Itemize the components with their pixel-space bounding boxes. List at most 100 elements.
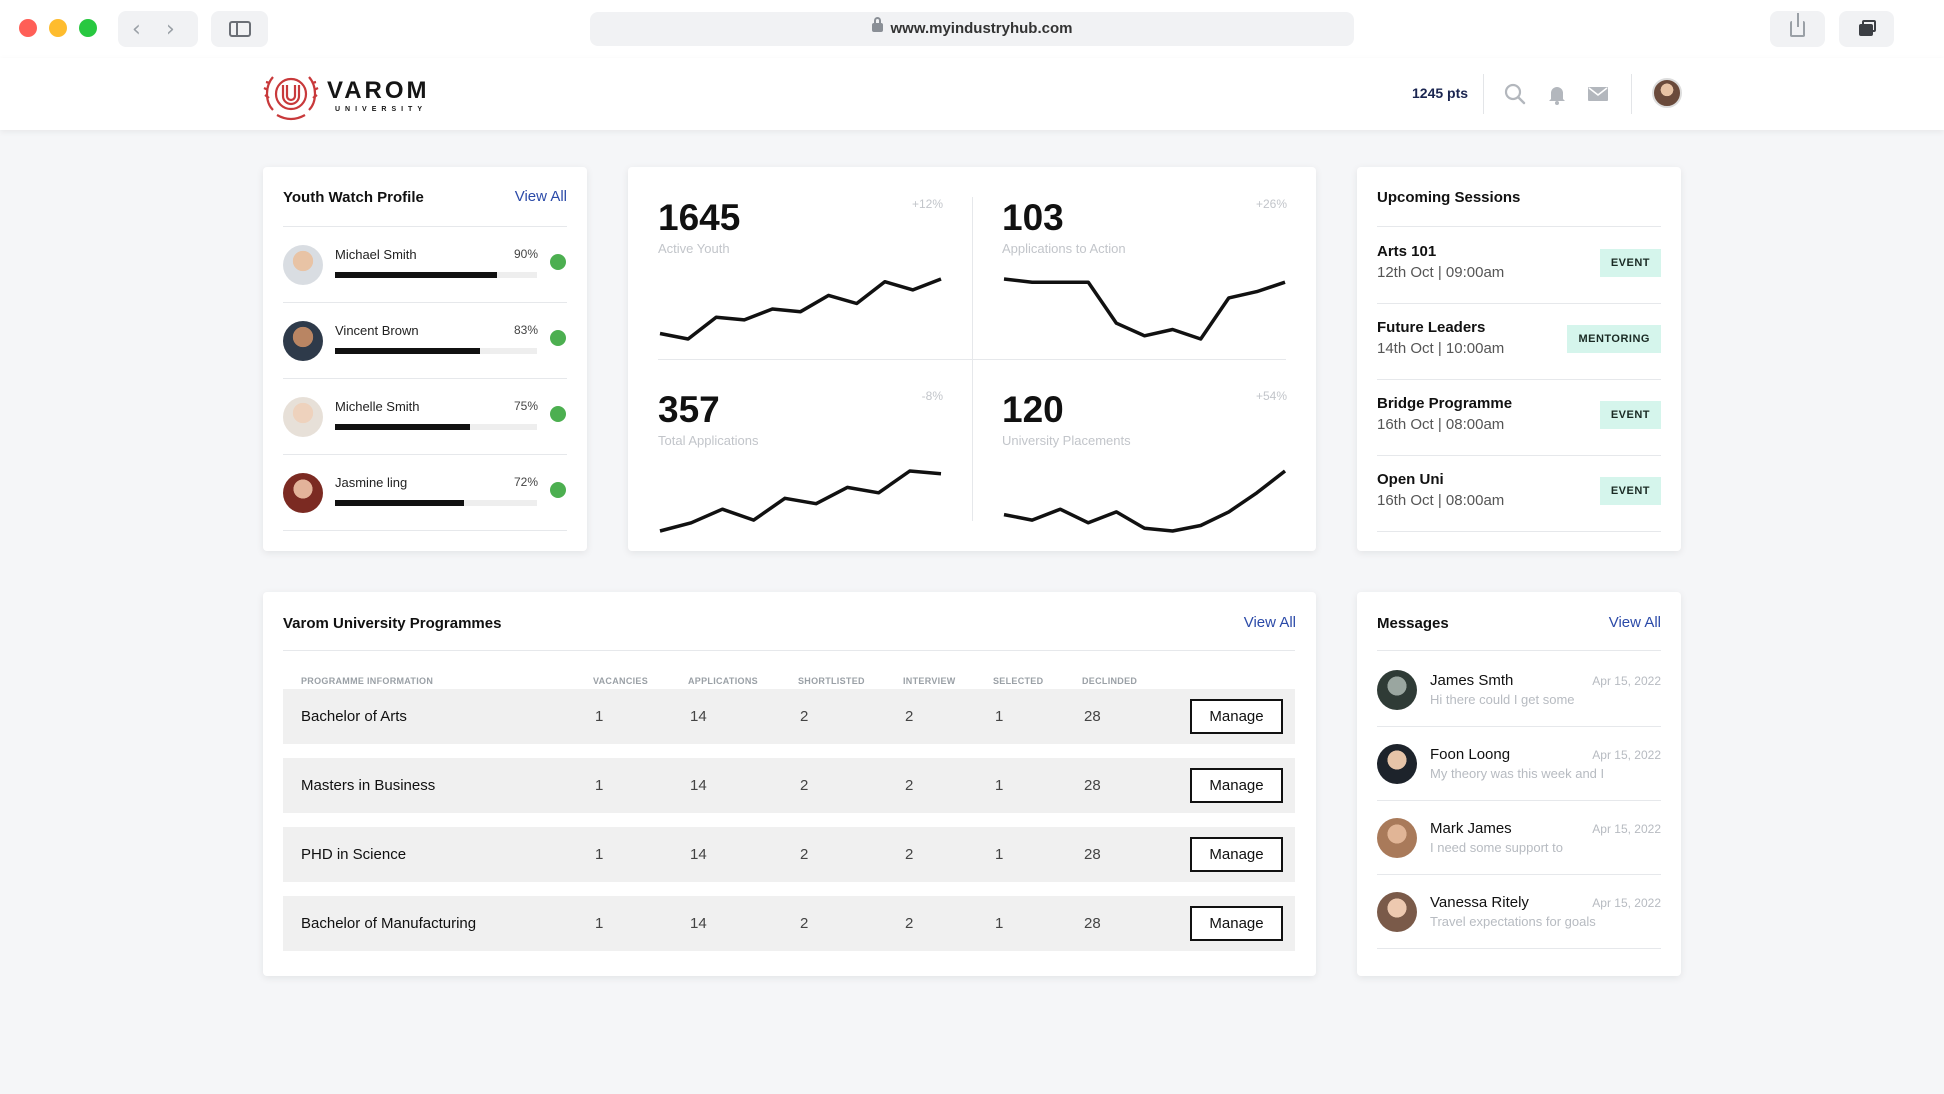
session-item[interactable]: Bridge Programme 16th Oct | 08:00am EVENT — [1377, 379, 1661, 456]
brand-subtitle: UNIVERSITY — [335, 106, 428, 113]
progress-track — [335, 500, 537, 506]
university-crest-icon — [263, 76, 319, 121]
programme-cell: 28 — [1084, 708, 1101, 725]
status-indicator — [550, 330, 566, 346]
session-item[interactable]: Future Leaders 14th Oct | 10:00am MENTORIN… — [1377, 303, 1661, 380]
trend-line — [659, 277, 942, 341]
programme-name: Bachelor of Arts — [301, 708, 407, 725]
search-icon[interactable] — [1503, 82, 1527, 106]
message-date: Apr 15, 2022 — [1592, 748, 1661, 762]
youth-watch-view-all-link[interactable]: View All — [514, 188, 567, 205]
brand-name: VAROM — [327, 77, 430, 104]
stat-tile: 103 Applications to Action +26% — [1002, 197, 1287, 387]
manage-button[interactable]: Manage — [1190, 837, 1283, 872]
tabs-overview-button[interactable] — [1839, 11, 1894, 47]
programme-cell: 2 — [905, 708, 914, 725]
youth-profile-row[interactable]: Jasmine ling 72% — [283, 455, 567, 531]
avatar — [283, 473, 323, 513]
programme-cell: 2 — [905, 777, 914, 794]
divider — [283, 454, 567, 455]
stat-value: 103 — [1002, 197, 1064, 238]
youth-profile-row[interactable]: Vincent Brown 83% — [283, 303, 567, 379]
programme-cell: 2 — [905, 915, 914, 932]
youth-profile-row[interactable]: Michelle Smith 75% — [283, 379, 567, 455]
youth-percent: 90% — [513, 247, 538, 261]
status-indicator — [550, 254, 566, 270]
message-item[interactable]: Vanessa Ritely Travel expectations for go… — [1377, 874, 1661, 949]
youth-percent: 83% — [513, 323, 538, 337]
browser-toolbar: ‹ › www.myindustryhub.com — [0, 0, 1944, 58]
session-item[interactable]: Arts 101 12th Oct | 09:00am EVENT — [1377, 227, 1661, 304]
session-title: Open Uni — [1377, 471, 1444, 488]
sidebar-toggle-button[interactable] — [211, 11, 268, 47]
share-button[interactable] — [1770, 11, 1825, 47]
youth-profile-row[interactable]: Michael Smith 90% — [283, 227, 567, 303]
bell-icon[interactable] — [1545, 82, 1569, 106]
programme-cell: 14 — [690, 915, 707, 932]
manage-button[interactable]: Manage — [1190, 699, 1283, 734]
manage-button[interactable]: Manage — [1190, 906, 1283, 941]
stat-value: 120 — [1002, 389, 1064, 430]
message-item[interactable]: Mark James I need some support to Apr 15, … — [1377, 800, 1661, 875]
programme-cell: 1 — [995, 777, 1004, 794]
progress-fill — [335, 500, 465, 506]
divider — [1377, 948, 1661, 949]
trend-line — [1003, 277, 1286, 341]
programme-row: Bachelor of Arts 1 14 2 2 1 28 Manage — [283, 689, 1295, 744]
divider — [1377, 800, 1661, 801]
message-sender: James Smth — [1430, 672, 1514, 689]
sessions-card: Upcoming Sessions Arts 101 12th Oct | 09:… — [1357, 167, 1681, 551]
zoom-window-button[interactable] — [79, 19, 97, 37]
column-header: SELECTED — [993, 676, 1044, 686]
history-nav: ‹ › — [118, 11, 198, 47]
progress-track — [335, 424, 537, 430]
user-avatar[interactable] — [1652, 78, 1682, 108]
programmes-view-all-link[interactable]: View All — [1243, 614, 1296, 631]
session-type-badge: EVENT — [1599, 249, 1661, 277]
manage-button[interactable]: Manage — [1190, 768, 1283, 803]
stat-tile: 1645 Active Youth +12% — [658, 197, 943, 387]
minimize-window-button[interactable] — [49, 19, 67, 37]
trend-sparkline — [659, 469, 942, 533]
column-header: APPLICATIONS — [688, 676, 758, 686]
session-type-badge: MENTORING — [1567, 325, 1661, 353]
forward-icon[interactable]: › — [166, 17, 175, 42]
programme-cell: 28 — [1084, 777, 1101, 794]
programme-cell: 14 — [690, 708, 707, 725]
message-item[interactable]: James Smth Hi there could I get some Apr 1… — [1377, 652, 1661, 727]
messages-view-all-link[interactable]: View All — [1608, 614, 1661, 631]
message-sender: Vanessa Ritely — [1430, 894, 1529, 911]
programme-name: PHD in Science — [301, 846, 407, 863]
session-title: Arts 101 — [1377, 243, 1437, 260]
back-icon[interactable]: ‹ — [132, 17, 141, 42]
divider — [1377, 455, 1661, 456]
session-date: 16th Oct | 08:00am — [1377, 416, 1505, 433]
divider — [1377, 650, 1661, 651]
youth-percent: 75% — [513, 399, 538, 413]
progress-fill — [335, 272, 497, 278]
app-header: VAROM UNIVERSITY 1245 pts — [0, 58, 1944, 130]
programme-cell: 1 — [995, 846, 1004, 863]
column-header: SHORTLISTED — [798, 676, 865, 686]
stat-change: -8% — [921, 389, 943, 403]
programme-cell: 1 — [995, 708, 1004, 725]
divider — [1377, 531, 1661, 532]
address-bar[interactable]: www.myindustryhub.com — [590, 12, 1354, 46]
avatar — [1377, 670, 1417, 710]
divider — [283, 530, 567, 531]
sessions-title: Upcoming Sessions — [1377, 189, 1521, 206]
avatar — [1377, 744, 1417, 784]
progress-fill — [335, 424, 471, 430]
message-item[interactable]: Foon Loong My theory was this week and I A… — [1377, 726, 1661, 801]
brand-logo[interactable]: VAROM UNIVERSITY — [263, 68, 443, 122]
session-item[interactable]: Open Uni 16th Oct | 08:00am EVENT — [1377, 455, 1661, 532]
message-preview: Travel expectations for goals — [1430, 914, 1596, 929]
mail-icon[interactable] — [1586, 82, 1610, 106]
close-window-button[interactable] — [19, 19, 37, 37]
stat-label: Active Youth — [658, 241, 730, 256]
stat-change: +54% — [1255, 389, 1287, 403]
header-divider — [1631, 74, 1632, 114]
programme-row: Masters in Business 1 14 2 2 1 28 Manage — [283, 758, 1295, 813]
stat-label: University Placements — [1002, 433, 1131, 448]
divider — [1377, 726, 1661, 727]
